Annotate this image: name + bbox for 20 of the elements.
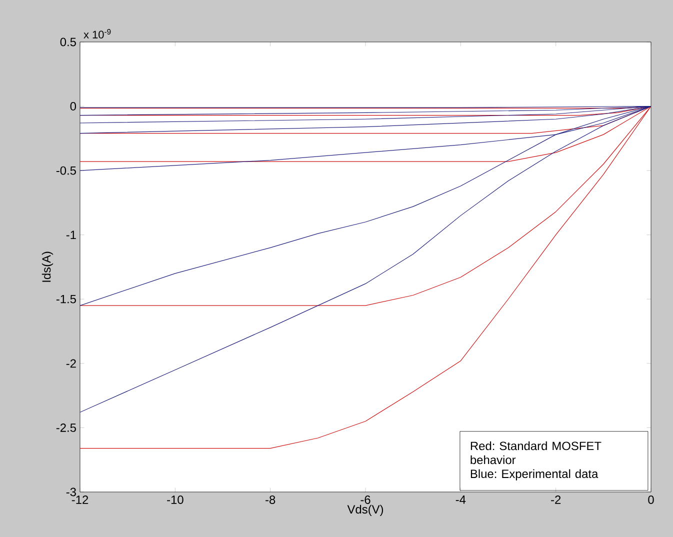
x-tick-label: -2 (551, 496, 561, 504)
y-tick-label: -3 (66, 488, 76, 496)
y-tick-label: -1 (66, 230, 76, 239)
y-axis-title: Ids(A) (42, 252, 54, 282)
x-tick-label: -8 (266, 496, 276, 504)
y-tick-label: -1.5 (56, 294, 76, 304)
y-tick-label: 0 (70, 102, 76, 110)
x-tick-label: -10 (167, 496, 184, 504)
y-tick-label: -2.5 (56, 423, 76, 432)
x-tick-label: -12 (72, 496, 88, 504)
x-tick-label: 0 (648, 496, 654, 504)
x-axis-title: Vds(V) (347, 504, 384, 516)
y-tick-label: -0.5 (56, 166, 76, 175)
text: x 10$^{-9}$ (84, 29, 111, 38)
x-tick-label: -4 (456, 496, 466, 504)
y-tick-label: 0.5 (60, 38, 76, 46)
x-tick-label: -6 (360, 496, 370, 504)
annotation: Blue: Experimental data (470, 469, 598, 480)
y-tick-label: -2 (66, 359, 76, 368)
annotation: Red: Standard MOSFET behavior (470, 441, 602, 464)
